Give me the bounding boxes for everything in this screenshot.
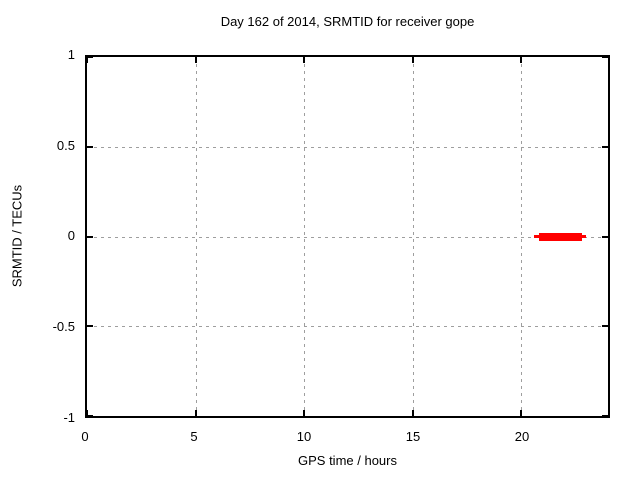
y-tick-left xyxy=(87,235,93,238)
y-tick-left xyxy=(87,56,93,58)
chart-title: Day 162 of 2014, SRMTID for receiver gop… xyxy=(220,14,475,29)
x-tick-label: 0 xyxy=(81,429,89,444)
gridline-horizontal xyxy=(87,146,608,148)
x-tick-bottom xyxy=(86,410,88,416)
x-axis-title: GPS time / hours xyxy=(298,453,397,468)
y-tick-right xyxy=(602,325,608,328)
x-tick-top xyxy=(86,57,88,63)
y-tick-right xyxy=(602,56,608,58)
gridline-horizontal xyxy=(87,236,608,238)
x-tick-label: 5 xyxy=(190,429,198,444)
y-tick-right xyxy=(602,235,608,238)
x-tick-bottom xyxy=(520,410,523,416)
gridline-horizontal xyxy=(87,326,608,328)
x-tick-bottom xyxy=(411,410,414,416)
y-tick-left xyxy=(87,325,93,328)
plot-area xyxy=(85,55,610,418)
y-tick-label: -0.5 xyxy=(52,319,75,334)
data-series-segment xyxy=(538,232,582,241)
x-tick-bottom xyxy=(194,410,197,416)
x-tick-top xyxy=(194,57,197,63)
y-tick-label: 1 xyxy=(67,47,75,62)
y-tick-label: 0.5 xyxy=(56,138,75,153)
y-axis-title: SRMTID / TECUs xyxy=(9,184,25,288)
x-tick-label: 10 xyxy=(296,429,312,444)
y-tick-left xyxy=(87,415,93,417)
x-tick-top xyxy=(303,57,306,63)
y-tick-label: 0 xyxy=(67,228,75,243)
x-tick-label: 15 xyxy=(405,429,421,444)
y-tick-right xyxy=(602,415,608,417)
x-tick-label: 20 xyxy=(514,429,530,444)
x-tick-bottom xyxy=(303,410,306,416)
y-tick-right xyxy=(602,145,608,148)
y-tick-label: -1 xyxy=(63,410,75,425)
x-tick-top xyxy=(411,57,414,63)
x-tick-top xyxy=(520,57,523,63)
y-tick-left xyxy=(87,145,93,148)
